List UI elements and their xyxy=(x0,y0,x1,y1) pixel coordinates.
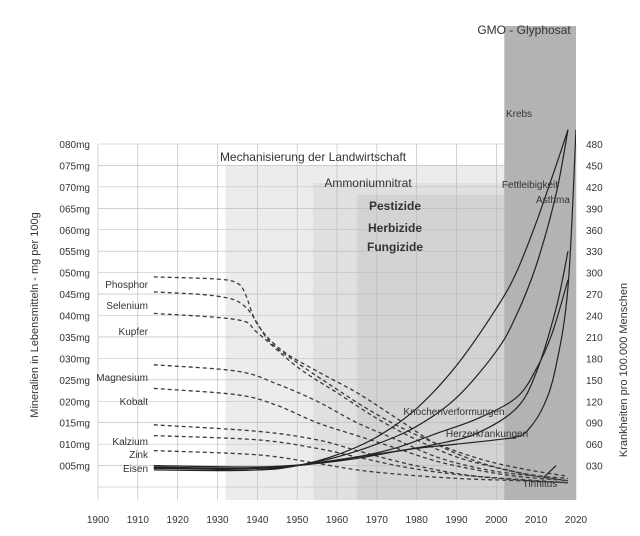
y-left-tick-label: 080mg xyxy=(59,140,90,151)
y-right-tick-label: 390 xyxy=(586,204,603,215)
x-tick-label: 1970 xyxy=(366,515,389,526)
y-right-tick-label: 270 xyxy=(586,290,603,301)
y-right-tick-label: 420 xyxy=(586,183,603,194)
y-left-tick-label: 050mg xyxy=(59,269,90,280)
mineral-label: Selenium xyxy=(106,301,148,312)
y-right-tick-label: 330 xyxy=(586,247,603,258)
y-left-tick-label: 005mg xyxy=(59,462,90,473)
y-left-tick-label: 055mg xyxy=(59,247,90,258)
disease-line-tinnitus xyxy=(543,465,557,478)
x-tick-label: 1930 xyxy=(206,515,229,526)
era-label: Mechanisierung der Landwirtschaft xyxy=(220,150,407,164)
disease-label: Krebs xyxy=(506,109,532,120)
disease-label: Tinnitus xyxy=(523,479,558,490)
disease-label: Asthma xyxy=(536,195,570,206)
mineral-label: Zink xyxy=(129,450,149,461)
x-tick-label: 1910 xyxy=(127,515,150,526)
curves xyxy=(153,129,576,484)
x-tick-label: 1940 xyxy=(246,515,269,526)
mineral-line-zink xyxy=(153,434,569,484)
x-tick-label: 2020 xyxy=(565,515,588,526)
mineral-label: Phosphor xyxy=(105,280,148,291)
x-tick-label: 1980 xyxy=(406,515,429,526)
y-right-tick-label: 120 xyxy=(586,397,603,408)
era-label: GMO - Glyphosat xyxy=(477,23,571,37)
x-tick-label: 2000 xyxy=(485,515,508,526)
disease-label: Fettleibigkeit xyxy=(502,180,558,191)
y-right-tick-label: 030 xyxy=(586,462,603,473)
y-left-tick-label: 070mg xyxy=(59,183,90,194)
mineral-line-phosphor xyxy=(153,276,557,480)
mineral-line-kupfer xyxy=(153,312,569,482)
era-label: Herbizide xyxy=(368,221,422,235)
y-left-tick-label: 010mg xyxy=(59,440,90,451)
mineral-label: Kalzium xyxy=(112,437,148,448)
x-tick-label: 1900 xyxy=(87,515,110,526)
era-band xyxy=(504,26,576,500)
y-right-axis-title: Krankheiten pro 100.000 Menschen xyxy=(618,283,630,457)
y-left-tick-label: 015mg xyxy=(59,419,90,430)
y-left-tick-label: 030mg xyxy=(59,354,90,365)
y-right-tick-label: 150 xyxy=(586,376,603,387)
y-right-tick-label: 060 xyxy=(586,440,603,451)
era-label: Ammoniumnitrat xyxy=(324,176,412,190)
mineral-line-selenium xyxy=(153,291,569,477)
y-left-tick-label: 075mg xyxy=(59,161,90,172)
y-right-tick-label: 210 xyxy=(586,333,603,344)
y-right-tick-label: 480 xyxy=(586,140,603,151)
mineral-line-magnesium xyxy=(153,364,569,480)
x-tick-label: 1950 xyxy=(286,515,309,526)
x-tick-label: 1960 xyxy=(326,515,349,526)
y-left-axis-title: Mineralien in Lebensmitteln - mg per 100… xyxy=(29,212,41,417)
disease-line-herzerkrankungen xyxy=(153,129,576,470)
disease-label: Herzerkrankungen xyxy=(446,429,528,440)
y-right-tick-label: 090 xyxy=(586,419,603,430)
y-left-tick-label: 020mg xyxy=(59,397,90,408)
y-right-tick-label: 300 xyxy=(586,269,603,280)
mineral-label: Eisen xyxy=(123,464,148,475)
y-left-tick-label: 035mg xyxy=(59,333,90,344)
y-left-tick-label: 025mg xyxy=(59,376,90,387)
x-tick-label: 2010 xyxy=(525,515,548,526)
y-left-tick-label: 060mg xyxy=(59,226,90,237)
disease-label: Knochenverformungen xyxy=(403,407,504,418)
y-left-tick-label: 045mg xyxy=(59,290,90,301)
y-left-tick-label: 040mg xyxy=(59,312,90,323)
mineral-label: Kobalt xyxy=(120,397,149,408)
y-right-tick-label: 180 xyxy=(586,354,603,365)
y-left-tick-label: 065mg xyxy=(59,204,90,215)
mineral-label: Kupfer xyxy=(119,327,149,338)
era-label: Pestizide xyxy=(369,199,421,213)
y-right-tick-label: 240 xyxy=(586,312,603,323)
disease-line-fettleibigkeit xyxy=(153,129,569,471)
x-tick-label: 1990 xyxy=(445,515,468,526)
era-label: Fungizide xyxy=(367,240,423,254)
y-right-tick-label: 360 xyxy=(586,226,603,237)
y-right-tick-label: 450 xyxy=(586,161,603,172)
mineral-label: Magnesium xyxy=(96,373,148,384)
x-tick-label: 1920 xyxy=(167,515,190,526)
